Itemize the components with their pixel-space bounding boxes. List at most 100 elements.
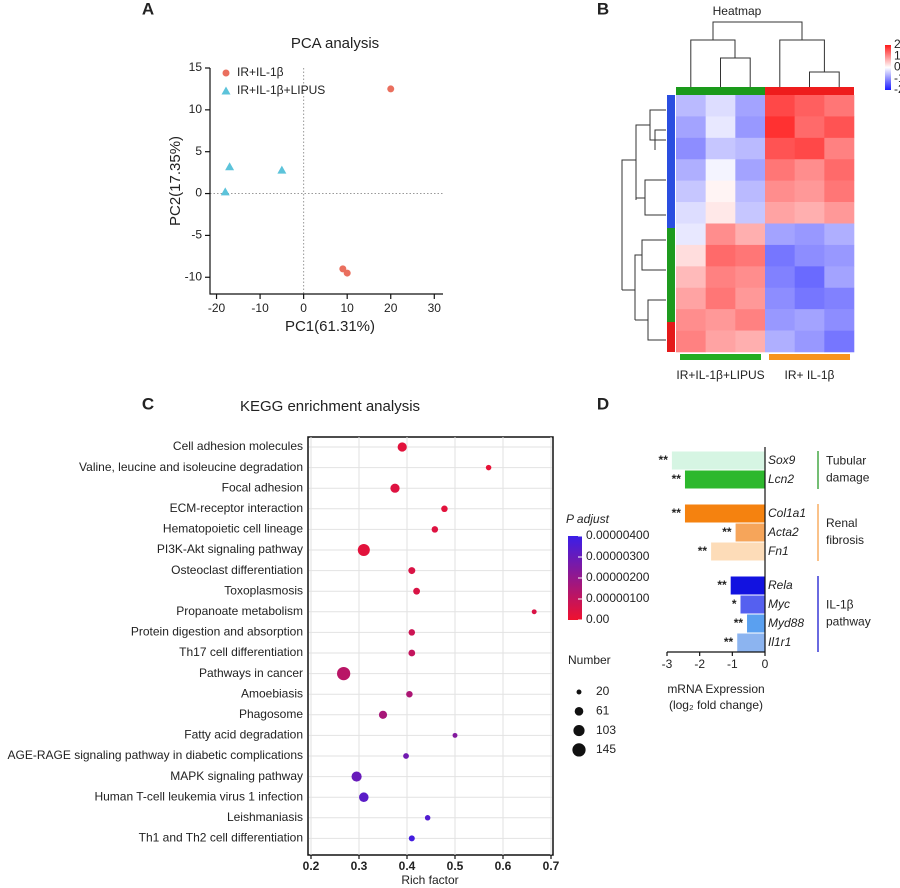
heat-cell	[735, 137, 766, 160]
bubble	[408, 567, 416, 575]
x-tick-label: 0.5	[447, 859, 464, 873]
heat-cell	[824, 202, 855, 224]
group-bar	[680, 354, 761, 360]
heat-cell	[794, 202, 825, 224]
y-tick-label: Pathways in cancer	[199, 666, 303, 680]
heat-cell	[765, 180, 795, 203]
legend-label: IR+IL-1β+LIPUS	[237, 83, 325, 97]
circle-marker	[387, 85, 395, 93]
legend-marker	[222, 69, 230, 77]
y-tick-label: 15	[189, 60, 203, 74]
y-tick-label: -5	[191, 228, 202, 242]
group-label: IL-1β	[826, 598, 854, 612]
group-label: pathway	[826, 615, 871, 629]
heat-cell	[765, 309, 795, 331]
heat-cell	[676, 137, 706, 160]
y-tick-label: MAPK signaling pathway	[170, 769, 303, 783]
heat-cell	[824, 330, 855, 353]
heat-cell	[824, 137, 855, 160]
bar	[684, 504, 765, 523]
y-tick-label: 0	[195, 186, 202, 200]
heat-cell	[735, 244, 766, 267]
heat-cell	[676, 180, 706, 203]
x-tick-label: 0	[762, 657, 769, 671]
y-tick-label: -10	[185, 269, 203, 283]
bubble	[351, 771, 362, 782]
bubble	[357, 543, 370, 557]
panel-label: B	[597, 0, 609, 18]
y-tick-label: Cell adhesion molecules	[173, 439, 303, 453]
size-legend-marker	[572, 743, 586, 757]
bubble	[406, 690, 413, 698]
significance-label: **	[659, 453, 669, 467]
heat-cell	[824, 266, 855, 289]
significance-label: **	[672, 506, 682, 520]
x-tick-label: -1	[727, 657, 738, 671]
heat-cell	[705, 287, 736, 310]
heat-cell	[765, 244, 795, 267]
y-tick-label: Protein digestion and absorption	[131, 625, 303, 639]
y-tick-label: Focal adhesion	[222, 480, 303, 494]
bar	[740, 595, 765, 614]
heat-cell	[794, 159, 825, 181]
group-label: damage	[826, 471, 870, 485]
size-legend-marker	[574, 707, 584, 716]
size-legend-label: 20	[596, 684, 610, 698]
bar	[747, 614, 765, 633]
bubble	[337, 666, 351, 681]
heat-cell	[824, 116, 855, 139]
x-tick-label: 10	[341, 301, 355, 315]
heat-cell	[794, 180, 825, 203]
bubble	[441, 505, 448, 513]
heat-cell	[676, 223, 706, 246]
y-tick-label: Human T-cell leukemia virus 1 infection	[94, 789, 303, 803]
category-label: Myd88	[768, 616, 804, 630]
panel-label: D	[597, 394, 609, 413]
bubble	[403, 753, 409, 759]
color-legend-title: P adjust	[566, 512, 610, 526]
bar	[735, 523, 765, 542]
size-legend-label: 145	[596, 742, 616, 756]
heat-cell	[765, 137, 795, 160]
group-bar	[676, 87, 765, 95]
group-label: IR+ IL-1β	[785, 368, 835, 382]
group-label: Renal	[826, 516, 857, 530]
bar	[671, 451, 765, 470]
bubble	[452, 732, 458, 738]
panel-label: C	[142, 394, 154, 413]
heat-cell	[824, 159, 855, 181]
x-tick-label: 0.2	[303, 859, 320, 873]
colorbar-tick-label: 0.00	[586, 612, 610, 626]
colorbar-tick-label: 0.00000100	[586, 591, 650, 605]
significance-label: **	[724, 635, 734, 649]
category-label: Myc	[768, 597, 790, 611]
heat-cell	[735, 287, 766, 310]
y-tick-label: Osteoclast differentiation	[171, 563, 303, 577]
heat-cell	[705, 180, 736, 203]
colorbar-tick-label: 1	[894, 48, 900, 62]
size-legend-marker	[576, 689, 582, 695]
heat-cell	[824, 95, 855, 117]
heat-cell	[794, 309, 825, 331]
heat-cell	[794, 137, 825, 160]
category-label: Col1a1	[768, 506, 806, 520]
y-tick-label: 5	[195, 144, 202, 158]
heat-cell	[705, 223, 736, 246]
size-legend-label: 61	[596, 703, 610, 717]
circle-marker	[339, 265, 347, 273]
x-axis-title: mRNA Expression	[667, 682, 764, 696]
y-tick-label: Phagosome	[239, 707, 303, 721]
triangle-marker	[220, 187, 230, 196]
heat-cell	[705, 202, 736, 224]
chart-title: PCA analysis	[291, 35, 379, 52]
row-dendrogram	[621, 109, 666, 341]
category-label: Acta2	[767, 525, 799, 539]
legend-marker	[221, 86, 231, 95]
heat-cell	[735, 330, 766, 353]
heat-cell	[794, 266, 825, 289]
x-tick-label: 0	[300, 301, 307, 315]
bubble	[424, 815, 431, 821]
x-tick-label: -3	[662, 657, 673, 671]
size-legend-marker	[573, 725, 585, 737]
